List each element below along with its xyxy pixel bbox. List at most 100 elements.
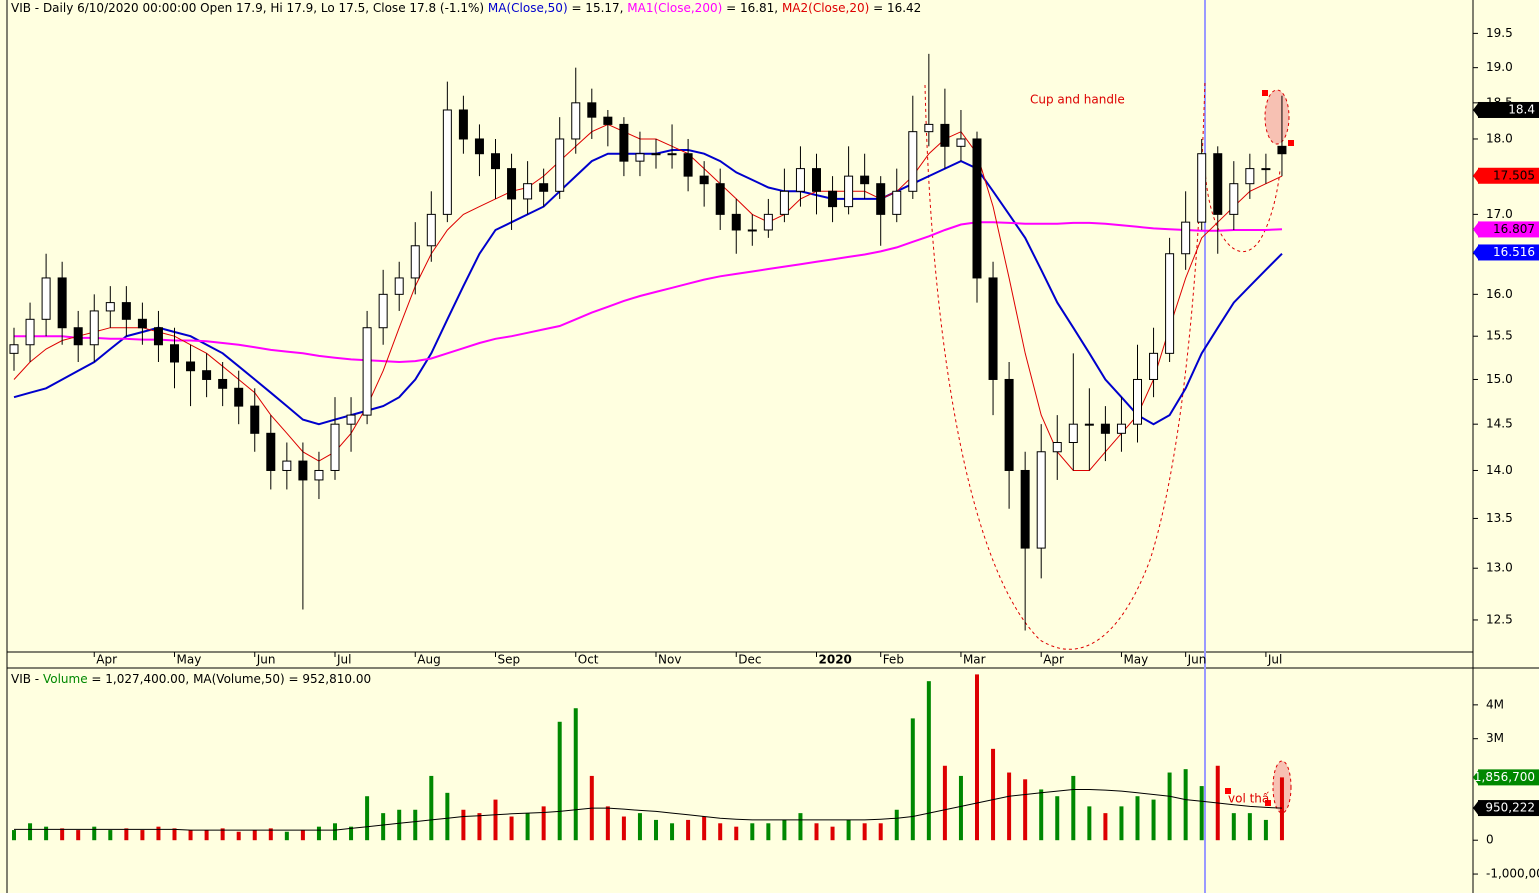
volume-bar bbox=[108, 830, 113, 841]
candle-body bbox=[1149, 352, 1159, 380]
x-tick-label: Jul bbox=[1267, 653, 1282, 667]
candle-body bbox=[234, 387, 244, 407]
candle-body bbox=[844, 175, 854, 208]
volume-bar bbox=[204, 830, 209, 841]
candle-body bbox=[779, 190, 789, 215]
y-tick-label: 13.0 bbox=[1486, 561, 1513, 575]
candle-body bbox=[924, 123, 934, 133]
volume-bar bbox=[1007, 772, 1012, 841]
x-tick-label: Sep bbox=[498, 653, 521, 667]
volume-bar bbox=[958, 775, 963, 841]
ma-line bbox=[13, 149, 1283, 426]
candle-body bbox=[266, 432, 276, 471]
price-tag-label: 950,222 bbox=[1485, 801, 1535, 815]
candle-body bbox=[908, 131, 918, 192]
candle-body bbox=[378, 293, 388, 329]
candle-body bbox=[250, 405, 260, 434]
x-tick-label: Mar bbox=[963, 653, 986, 667]
candle-body bbox=[218, 378, 228, 389]
candle-body bbox=[474, 138, 484, 155]
candle-body bbox=[1197, 153, 1207, 223]
volume-bar bbox=[750, 823, 755, 841]
volume-bar bbox=[991, 748, 996, 841]
volume-bar bbox=[44, 826, 49, 841]
candle-body bbox=[571, 102, 581, 140]
candle-body bbox=[603, 116, 613, 125]
candle-body bbox=[314, 469, 324, 481]
candle-body bbox=[699, 175, 709, 185]
volume-bar bbox=[621, 816, 626, 841]
header-part: MA2(Close,20) bbox=[782, 1, 869, 15]
candle-body bbox=[1100, 423, 1110, 434]
volume-bar bbox=[862, 823, 867, 841]
candle-body bbox=[105, 302, 115, 312]
volume-bar bbox=[525, 813, 530, 841]
volume-bar bbox=[1135, 796, 1140, 841]
candle-body bbox=[153, 327, 163, 346]
x-tick-label: Jun bbox=[1187, 653, 1207, 667]
candle-body bbox=[346, 414, 356, 425]
volume-bar bbox=[76, 830, 81, 841]
candle-body bbox=[73, 327, 83, 346]
volume-bar bbox=[1183, 769, 1188, 841]
volume-bar bbox=[670, 823, 675, 841]
candle-body bbox=[1116, 423, 1126, 434]
candle-body bbox=[539, 183, 549, 192]
volume-bar bbox=[1039, 789, 1044, 841]
x-tick-label: Jun bbox=[256, 653, 276, 667]
candle-body bbox=[619, 123, 629, 162]
candle-body bbox=[988, 277, 998, 380]
y-tick-label: 15.0 bbox=[1486, 372, 1513, 386]
price-tag-arrow bbox=[1473, 769, 1479, 786]
volume-bar bbox=[1199, 786, 1204, 841]
candle-body bbox=[410, 245, 420, 279]
price-tag bbox=[1478, 769, 1539, 786]
header-part: Volume bbox=[43, 672, 88, 686]
volume-bar bbox=[429, 775, 434, 841]
volume-bar bbox=[220, 828, 225, 841]
volume-bar bbox=[365, 796, 370, 841]
price-tag bbox=[1478, 221, 1539, 238]
candle-body bbox=[330, 423, 340, 471]
candle-body bbox=[1004, 378, 1014, 471]
candle-body bbox=[667, 153, 677, 156]
volume-bar bbox=[413, 809, 418, 841]
volume-bar bbox=[637, 813, 642, 841]
candle-body bbox=[892, 190, 902, 215]
candle-body bbox=[860, 175, 870, 185]
price-tag bbox=[1478, 167, 1539, 184]
y-tick-label: 4M bbox=[1486, 697, 1504, 711]
candle-body bbox=[442, 109, 452, 215]
volume-bar bbox=[1023, 779, 1028, 841]
candle-body bbox=[828, 190, 838, 208]
volume-bar bbox=[477, 813, 482, 841]
header-part: MA(Close,50) bbox=[488, 1, 568, 15]
volume-bar bbox=[830, 826, 835, 841]
price-tag-arrow bbox=[1473, 244, 1479, 261]
volume-bar bbox=[1055, 796, 1060, 841]
volume-bar bbox=[60, 828, 65, 841]
x-tick-label: Apr bbox=[1043, 653, 1064, 667]
y-tick-label: 14.0 bbox=[1486, 463, 1513, 477]
volume-bar bbox=[782, 819, 787, 841]
volume-bar bbox=[156, 826, 161, 841]
volume-bar bbox=[605, 806, 610, 841]
volume-bar bbox=[12, 830, 16, 841]
volume-bar bbox=[926, 681, 931, 841]
volume-bar bbox=[188, 830, 193, 841]
volume-bar bbox=[300, 830, 305, 841]
volume-bar bbox=[333, 823, 337, 841]
candle-body bbox=[523, 183, 533, 200]
candle-body bbox=[1052, 442, 1062, 453]
price-tag bbox=[1478, 800, 1539, 817]
volume-bar bbox=[316, 826, 321, 841]
candle-body bbox=[1084, 423, 1094, 426]
candle-body bbox=[186, 361, 196, 372]
candle-body bbox=[731, 213, 741, 231]
candle-body bbox=[1181, 221, 1191, 255]
annotation: vol thấ bbox=[1228, 792, 1270, 806]
candle-body bbox=[1133, 378, 1142, 425]
candle-body bbox=[747, 229, 757, 232]
volume-bar bbox=[1103, 813, 1108, 841]
x-tick-label: May bbox=[1123, 653, 1148, 667]
